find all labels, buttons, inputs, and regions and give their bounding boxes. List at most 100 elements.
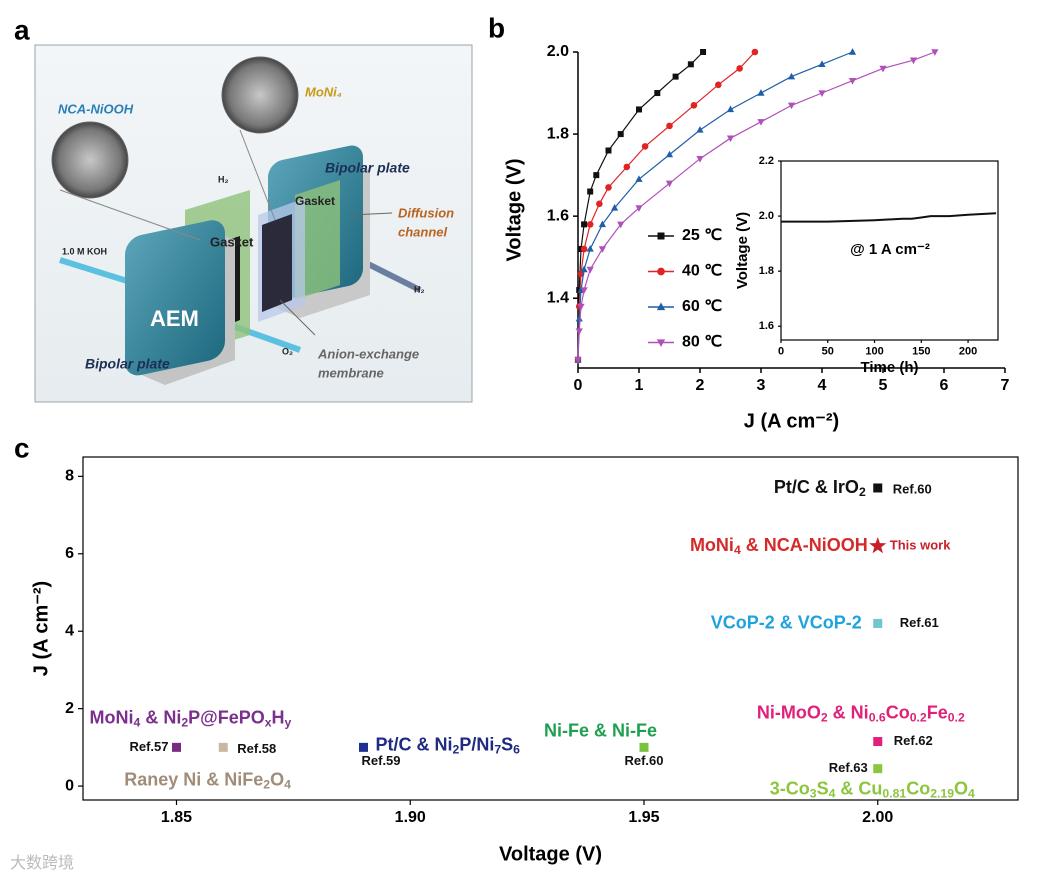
marker [575,314,583,322]
point-ref: Ref.58 [237,741,276,756]
pointer-line [279,299,316,336]
marker [654,90,661,97]
marker [586,221,594,228]
label-part: & NCA-NiOOH [741,535,868,555]
y-tick-label: 4 [65,622,74,639]
point-name: MoNi4 & NCA-NiOOH [690,535,868,557]
annotation: @ 1 A cm⁻² [850,241,930,258]
marker [359,742,368,752]
point-name: 3-Co3S4 & Cu0.81Co2.19O4 [770,778,975,800]
x-tick-label: 100 [865,346,883,358]
label: Bipolar plate [325,160,410,176]
label-part: 3 [810,787,817,801]
x-tick-label: 2.00 [862,809,893,826]
pointer-line [349,212,393,216]
point-ref: Ref.62 [894,733,933,748]
marker [605,147,612,154]
marker [848,48,857,55]
point-ref: Ref.60 [624,753,663,768]
label: channel [398,224,448,239]
point-name: VCoP-2 & VCoP-2 [711,612,862,632]
marker [736,65,743,72]
marker [575,328,583,335]
label-part: x [265,716,272,730]
y-tick-label: 6 [65,545,74,562]
panel-label: a [14,14,30,45]
label: Diffusion [398,205,454,220]
marker [580,245,588,253]
marker [656,339,666,348]
label-part: 2 [859,485,866,499]
label: AEM [150,306,199,331]
label-part: 0.81 [882,787,906,801]
x-tick-label: 1.85 [161,809,192,826]
label-part: Ni-Fe & Ni-Fe [544,720,657,740]
marker [715,81,722,89]
label-part: 4 [734,543,741,557]
x-tick-label: 1.90 [395,809,426,826]
marker [586,266,594,274]
marker [848,78,857,85]
label-part: 3-Co [770,778,810,798]
y-tick-label: 1.4 [547,289,569,306]
x-axis-label: Time (h) [860,359,918,376]
x-tick-label: 0 [574,377,583,394]
x-tick-label: 7 [1001,377,1010,394]
point-name: Pt/C & IrO2 [774,477,866,499]
y-tick-label: 1.8 [759,265,774,277]
label: MoNi₄ [305,84,342,99]
marker [869,537,887,554]
legend-label: 80 ℃ [682,334,722,351]
x-tick-label: 3 [757,377,766,394]
y-tick-label: 2.0 [547,43,569,60]
point-ref: Ref.61 [900,615,939,630]
label-part: 2 [453,743,460,757]
legend-label: 60 ℃ [682,298,722,315]
label-part: VCoP-2 & VCoP-2 [711,612,862,632]
y-tick-label: 1.6 [759,320,774,332]
marker [818,60,826,68]
point-name: Ni-MoO2 & Ni0.6Co0.2Fe0.2 [757,702,965,724]
sem-image [51,121,129,199]
label-part: Co [906,778,930,798]
pointer-line [59,189,201,241]
label: H₂ [218,174,229,184]
marker [687,61,694,68]
label-part: 4 [829,787,836,801]
panel-label: c [14,432,30,463]
electrode [262,214,292,312]
y-tick-label: 1.8 [547,125,569,142]
marker [593,172,600,179]
y-tick-label: 1.6 [547,207,569,224]
point-ref: Ref.59 [362,753,401,768]
y-tick-label: 2.2 [759,155,774,167]
y-tick-label: 0 [65,777,74,794]
x-tick-label: 0 [778,346,784,358]
marker [657,232,665,240]
y-tick-label: 2 [65,700,74,717]
marker [577,303,585,311]
y-axis-label: Voltage (V) [734,212,751,289]
marker [172,742,181,752]
label-part: Fe [927,702,948,722]
label: 1.0 M KOH [62,246,107,256]
marker [873,764,883,774]
y-axis-label: Voltage (V) [503,159,525,262]
label-part: 2.19 [930,787,954,801]
label-part: 4 [134,716,141,730]
marker [218,742,228,752]
label-part: 6 [513,743,520,757]
marker [586,245,594,252]
marker [700,49,707,55]
marker [596,200,603,208]
marker [580,287,588,294]
label-part: P/Ni [459,734,494,754]
label-part: & Ni [140,707,181,727]
marker [726,135,735,143]
marker [666,122,673,130]
label-part: Co [886,702,910,722]
gasket [295,180,340,300]
y-tick-label: 8 [65,468,74,485]
label: O₂ [282,346,293,356]
marker [617,221,625,229]
